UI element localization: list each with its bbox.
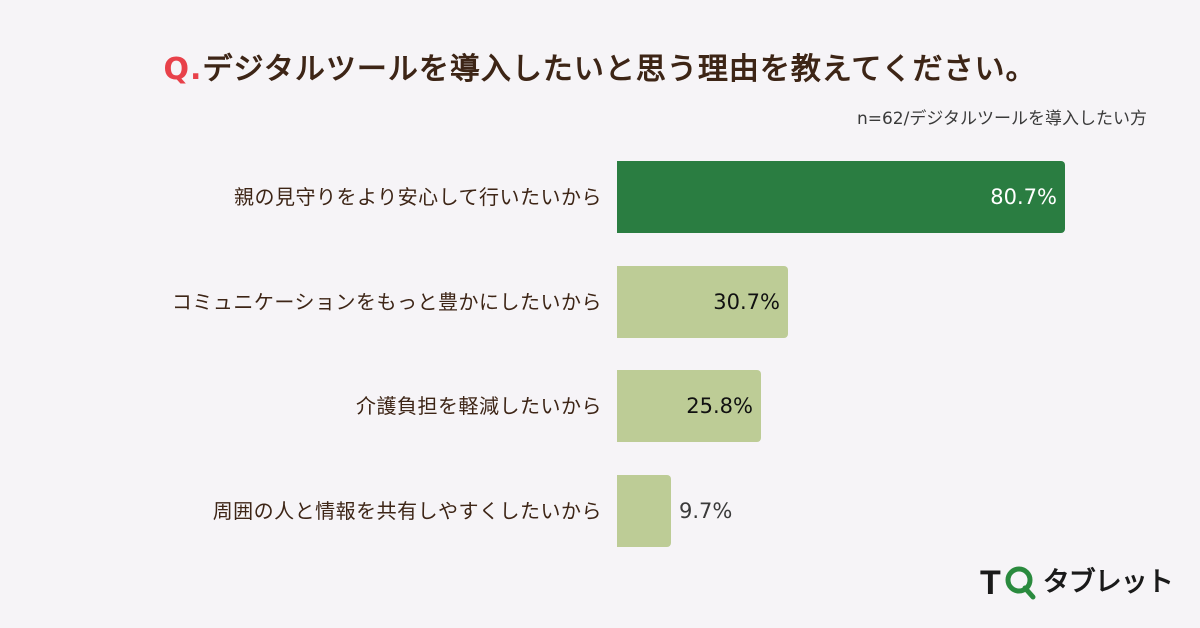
brand-logo: T タブレット: [980, 563, 1174, 603]
chart-row: 周囲の人と情報を共有しやすくしたいから 9.7%: [0, 475, 1200, 547]
category-label: 周囲の人と情報を共有しやすくしたいから: [212, 499, 602, 523]
chart-row: コミュニケーションをもっと豊かにしたいから 30.7%: [0, 266, 1200, 338]
chart-title: Q.デジタルツールを導入したいと思う理由を教えてください。: [0, 44, 1200, 88]
chart-row: 介護負担を軽減したいから 25.8%: [0, 370, 1200, 442]
chart-row: 親の見守りをより安心して行いたいから 80.7%: [0, 161, 1200, 233]
bar: 30.7%: [617, 266, 788, 338]
bar-value-label: 9.7%: [679, 499, 733, 523]
bar-value-label: 80.7%: [990, 185, 1057, 209]
bar: 25.8%: [617, 370, 761, 442]
bar: 9.7%: [617, 475, 732, 547]
bar-value-label: 30.7%: [713, 290, 780, 314]
category-label: 親の見守りをより安心して行いたいから: [234, 185, 602, 209]
bar: 80.7%: [617, 161, 1065, 233]
question-text: デジタルツールを導入したいと思う理由を教えてください。: [202, 52, 1037, 87]
logo-letter-t: T: [980, 564, 1001, 602]
category-label: コミュニケーションをもっと豊かにしたいから: [171, 290, 602, 314]
magnifier-q-icon: [1005, 566, 1036, 600]
logo-text: タブレット: [1042, 567, 1174, 598]
bar-value-label: 25.8%: [686, 394, 753, 418]
category-label: 介護負担を軽減したいから: [356, 394, 602, 418]
question-mark-label: Q.: [163, 52, 203, 87]
sample-size-note: n=62/デジタルツールを導入したい方: [856, 109, 1147, 129]
